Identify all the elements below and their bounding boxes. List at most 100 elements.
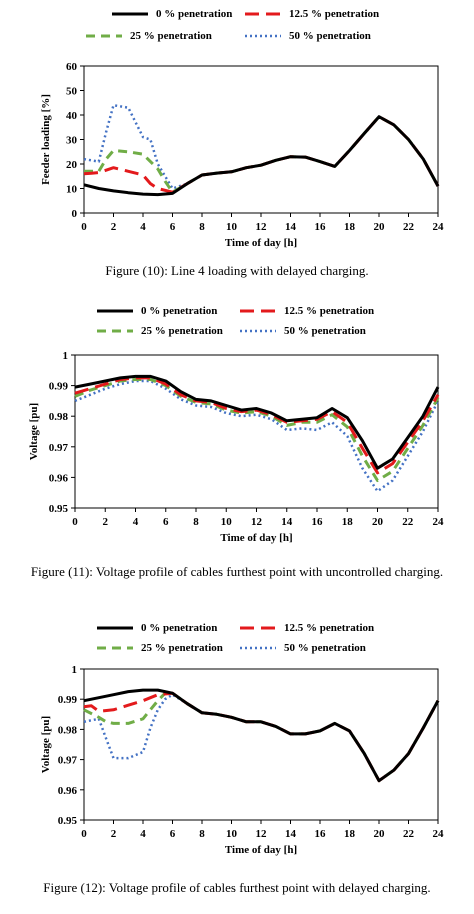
y-tick-label: 0.95 <box>58 815 78 827</box>
series-line-2 <box>74 378 440 482</box>
legend-label-2: 25 % penetration <box>141 642 223 654</box>
x-tick-label: 4 <box>140 828 146 840</box>
x-tick-label: 0 <box>81 828 87 840</box>
legend-item-3: 50 % penetration <box>240 325 366 337</box>
y-tick-label: 50 <box>66 86 78 98</box>
x-tick-label: 14 <box>285 221 297 233</box>
x-tick-label: 6 <box>170 221 176 233</box>
y-tick-label: 0.98 <box>49 411 69 423</box>
x-tick-label: 14 <box>281 516 293 528</box>
legend-swatch-0-icon <box>112 12 148 16</box>
legend-item-3: 50 % penetration <box>245 30 371 42</box>
legend-swatch-3-icon <box>240 329 276 333</box>
legend-label-2: 25 % penetration <box>141 325 223 337</box>
y-tick-label: 0.95 <box>49 503 69 515</box>
legend-swatch-2-icon <box>86 34 122 38</box>
y-axis-label: Voltage [pu] <box>40 716 52 773</box>
legend-item-3: 50 % penetration <box>240 642 366 654</box>
x-tick-label: 4 <box>133 516 139 528</box>
legend-label-1: 12.5 % penetration <box>284 305 375 317</box>
legend-item-0: 0 % penetration <box>97 305 217 317</box>
y-tick-label: 1 <box>63 350 69 362</box>
series-line-1 <box>74 376 440 475</box>
legend-item-0: 0 % penetration <box>112 8 232 20</box>
legend-swatch-0-icon <box>97 626 133 630</box>
legend-label-0: 0 % penetration <box>141 622 218 634</box>
legend-item-1: 12.5 % penetration <box>240 305 374 317</box>
y-tick-label: 0.99 <box>49 381 69 393</box>
x-tick-label: 6 <box>170 828 176 840</box>
x-tick-label: 2 <box>103 516 109 528</box>
x-tick-label: 22 <box>402 516 414 528</box>
series-line-1 <box>83 691 440 783</box>
x-tick-label: 18 <box>342 516 354 528</box>
x-tick-label: 10 <box>226 828 238 840</box>
x-tick-label: 12 <box>256 221 268 233</box>
x-axis-label: Time of day [h] <box>225 237 297 249</box>
legend-item-2: 25 % penetration <box>97 642 223 654</box>
series-line-0 <box>83 688 440 783</box>
y-tick-label: 0.96 <box>49 472 69 484</box>
x-tick-label: 2 <box>111 221 117 233</box>
legend-swatch-2-icon <box>97 646 133 650</box>
y-tick-label: 0 <box>72 208 78 220</box>
legend-label-2: 25 % penetration <box>130 30 212 42</box>
figure-caption: Figure (10): Line 4 loading with delayed… <box>105 263 369 278</box>
legend-item-1: 12.5 % penetration <box>245 8 379 20</box>
x-tick-label: 20 <box>372 516 384 528</box>
y-tick-label: 20 <box>66 159 78 171</box>
legend-item-2: 25 % penetration <box>97 325 223 337</box>
x-tick-label: 24 <box>433 221 445 233</box>
x-tick-label: 12 <box>256 828 268 840</box>
series-line-0 <box>83 115 440 197</box>
legend-label-1: 12.5 % penetration <box>289 8 380 20</box>
x-tick-label: 16 <box>315 221 327 233</box>
figure-12: 0 % penetration 12.5 % penetration 25 % … <box>0 612 474 914</box>
x-tick-label: 10 <box>226 221 238 233</box>
figure-caption: Figure (12): Voltage profile of cables f… <box>43 880 431 895</box>
x-tick-label: 16 <box>312 516 324 528</box>
series-line-0 <box>74 374 440 470</box>
series-line-3 <box>83 103 440 190</box>
legend-swatch-1-icon <box>240 626 276 630</box>
x-tick-label: 8 <box>193 516 199 528</box>
x-tick-label: 4 <box>140 221 146 233</box>
x-tick-label: 20 <box>374 221 386 233</box>
y-tick-label: 1 <box>72 664 78 676</box>
x-tick-label: 0 <box>81 221 87 233</box>
x-tick-label: 8 <box>199 221 205 233</box>
legend-label-3: 50 % penetration <box>284 642 366 654</box>
x-tick-label: 22 <box>403 828 415 840</box>
y-tick-label: 60 <box>66 61 78 73</box>
y-tick-label: 0.96 <box>58 785 78 797</box>
figure-10: 0 % penetration 12.5 % penetration 25 % … <box>0 0 474 300</box>
x-tick-label: 16 <box>315 828 327 840</box>
x-tick-label: 0 <box>72 516 78 528</box>
x-tick-label: 18 <box>344 221 356 233</box>
x-tick-label: 6 <box>163 516 169 528</box>
series-line-2 <box>83 691 440 783</box>
legend-item-0: 0 % penetration <box>97 622 217 634</box>
y-tick-label: 0.98 <box>58 724 78 736</box>
x-axis-label: Time of day [h] <box>220 532 292 544</box>
figure-caption: Figure (11): Voltage profile of cables f… <box>30 564 444 579</box>
y-tick-label: 0.97 <box>58 755 78 767</box>
x-tick-label: 24 <box>433 828 445 840</box>
x-tick-label: 14 <box>285 828 297 840</box>
figure-11: 0 % penetration 12.5 % penetration 25 % … <box>0 300 474 610</box>
legend-swatch-1-icon <box>240 309 276 313</box>
legend-label-3: 50 % penetration <box>284 325 366 337</box>
y-tick-label: 0.97 <box>49 442 69 454</box>
x-tick-label: 10 <box>221 516 233 528</box>
legend-label-3: 50 % penetration <box>289 30 371 42</box>
plot-frame <box>83 65 439 214</box>
legend-label-0: 0 % penetration <box>156 8 233 20</box>
y-axis-label: Feeder loading [%] <box>40 94 52 185</box>
x-tick-label: 18 <box>344 828 356 840</box>
y-tick-label: 0.99 <box>58 694 78 706</box>
legend-label-0: 0 % penetration <box>141 305 218 317</box>
legend-swatch-3-icon <box>245 34 281 38</box>
